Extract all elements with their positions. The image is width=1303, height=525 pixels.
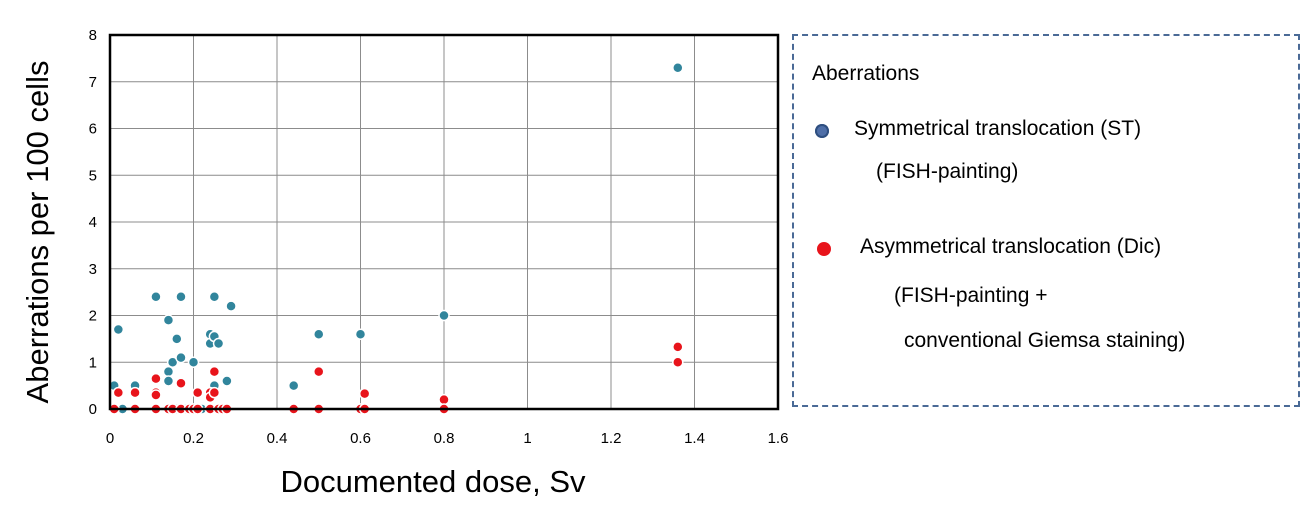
data-point: [212, 337, 225, 350]
x-tick-label: 1.2: [601, 430, 622, 447]
data-point: [162, 314, 175, 326]
legend-title: Aberrations: [812, 62, 920, 85]
y-tick-label: 5: [89, 167, 97, 184]
series-st: [108, 61, 684, 415]
data-point: [438, 393, 450, 406]
data-point: [208, 365, 221, 378]
x-tick-label: 1.4: [684, 430, 705, 447]
y-tick-label: 1: [89, 354, 97, 371]
data-point: [225, 300, 237, 312]
data-point: [438, 309, 450, 322]
data-point: [672, 356, 684, 368]
data-point: [162, 365, 175, 378]
x-tick-label: 0: [106, 430, 114, 447]
data-point: [171, 333, 183, 345]
data-point: [187, 356, 200, 368]
scatter-chart: 0 0.2 0.4 0.6 0.8 1 1.2 1.4 1.6 0 1 2 3 4 5 6 7 8 Docume…: [20, 27, 789, 499]
y-tick-label: 3: [89, 261, 97, 278]
legend-marker-st: [815, 124, 829, 138]
data-point: [150, 389, 162, 401]
data-point: [129, 386, 141, 399]
data-point: [208, 291, 221, 303]
data-point: [150, 291, 162, 303]
y-tick-label: 4: [89, 214, 97, 231]
data-point: [175, 291, 187, 303]
data-point: [166, 356, 179, 368]
x-tick-label: 1.6: [768, 430, 789, 447]
data-point: [672, 61, 684, 74]
legend-label-dic: Asymmetrical translocation (Dic): [860, 235, 1162, 258]
y-tick-label: 0: [89, 401, 97, 418]
y-tick-label: 6: [89, 121, 97, 138]
data-point: [112, 386, 125, 399]
data-point: [112, 323, 125, 336]
data-point: [175, 351, 187, 364]
legend-marker-dic: [817, 242, 831, 256]
x-tick-label: 0.6: [350, 430, 371, 447]
x-tick-label: 0.2: [183, 430, 204, 447]
legend-sublabel-dic-1: (FISH-painting +: [894, 284, 1048, 307]
grid-lines: [110, 35, 778, 409]
data-point: [162, 375, 175, 387]
y-tick-label: 8: [89, 27, 97, 44]
data-point: [287, 379, 300, 392]
legend-label-st: Symmetrical translocation (ST): [854, 117, 1142, 140]
legend-sublabel-dic-2: conventional Giemsa staining): [904, 329, 1186, 352]
data-point: [358, 387, 371, 400]
data-point: [221, 375, 233, 387]
data-point: [208, 386, 221, 399]
series-dic: [108, 341, 684, 415]
data-point: [672, 341, 684, 353]
data-point: [313, 365, 325, 378]
y-tick-label: 2: [89, 308, 97, 325]
data-point: [313, 328, 325, 340]
x-axis-label: Documented dose, Sv: [280, 464, 586, 499]
x-tick-label: 1: [523, 430, 531, 447]
data-point: [175, 377, 187, 390]
x-tick-label: 0.8: [434, 430, 455, 447]
y-axis-ticks: 0 1 2 3 4 5 6 7 8: [89, 27, 97, 418]
x-axis-ticks: 0 0.2 0.4 0.6 0.8 1 1.2 1.4 1.6: [106, 430, 789, 447]
data-point: [354, 328, 367, 340]
legend: Aberrations Symmetrical translocation (S…: [792, 34, 1300, 407]
data-points: [108, 61, 684, 415]
data-point: [150, 372, 162, 385]
data-point: [191, 386, 204, 399]
y-tick-label: 7: [89, 74, 97, 91]
y-axis-label: Aberrations per 100 cells: [20, 61, 55, 404]
legend-sublabel-st: (FISH-painting): [876, 160, 1019, 183]
x-tick-label: 0.4: [267, 430, 288, 447]
plot-area-border: [108, 33, 780, 411]
